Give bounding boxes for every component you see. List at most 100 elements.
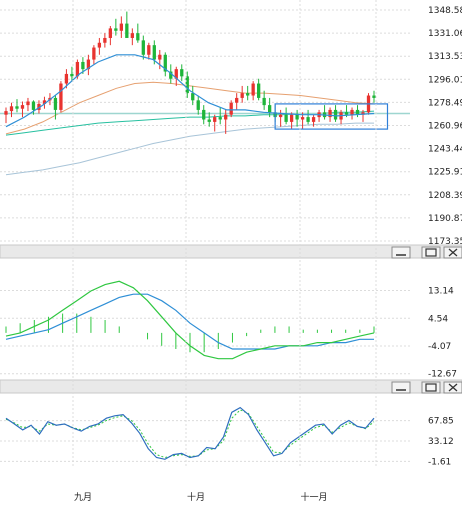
- kd-k-line: [5, 406, 375, 460]
- candle-body: [26, 101, 30, 106]
- candle-body: [141, 40, 145, 55]
- kd-y-tick-label: 33.12: [428, 437, 454, 447]
- candle-body: [344, 112, 349, 115]
- candle-body: [136, 33, 140, 41]
- price-y-tick-label: 1260.96: [428, 122, 462, 132]
- candle-body: [218, 117, 222, 120]
- candle-body: [372, 95, 376, 98]
- candle-body: [158, 54, 162, 60]
- candle-body: [125, 23, 129, 38]
- candle-body: [361, 112, 365, 115]
- consolidation-box: [274, 103, 389, 130]
- candle-body: [251, 83, 255, 96]
- kd-panel-controls: [391, 381, 462, 394]
- candle-body: [174, 69, 178, 79]
- candle-body: [163, 54, 167, 72]
- macd-panel-controls: [391, 246, 462, 259]
- candle-body: [257, 83, 261, 98]
- price-y-tick-label: 1225.91: [428, 168, 462, 178]
- candle-body: [20, 105, 25, 109]
- candle-body: [180, 69, 184, 77]
- kd-panel-separator[interactable]: [0, 379, 462, 394]
- candle-body: [42, 100, 47, 104]
- maximize-icon: [425, 383, 437, 392]
- candle-body: [59, 83, 63, 110]
- candle-body: [246, 93, 250, 96]
- candle-body: [213, 117, 217, 122]
- candle-body: [9, 106, 14, 112]
- x-axis-tick-label: 十月: [187, 491, 205, 503]
- macd-maximize-button[interactable]: [421, 246, 441, 259]
- kd-d-line: [5, 409, 375, 459]
- macd-y-tick-label: -4.07: [428, 342, 451, 352]
- candle-body: [130, 33, 134, 38]
- candle-body: [278, 114, 283, 118]
- candle-body: [333, 109, 338, 120]
- kd-panel: 67.85 33.12 -1.61: [0, 406, 454, 467]
- candle-body: [235, 97, 239, 103]
- candle-body: [4, 111, 8, 115]
- price-y-tick-label: 1331.06: [428, 29, 462, 39]
- axis-labels: 九月 十月 十一月: [72, 0, 377, 503]
- moving-average-line: [5, 54, 375, 128]
- macd-dea-line: [5, 293, 374, 350]
- candle-body: [53, 97, 58, 110]
- price-y-tick-label: 1313.53: [428, 52, 462, 62]
- candle-body: [86, 59, 91, 70]
- candle-body: [202, 109, 206, 120]
- price-y-tick-label: 1278.49: [428, 98, 462, 108]
- price-y-tick-label: 1243.44: [428, 145, 462, 155]
- candle-body: [15, 106, 19, 109]
- kd-maximize-button[interactable]: [421, 381, 441, 394]
- price-y-tick-label: 1173.35: [428, 237, 462, 247]
- macd-panel-separator[interactable]: [0, 244, 462, 259]
- candle-body: [306, 117, 310, 122]
- candle-body: [207, 119, 211, 122]
- x-axis-tick-label: 十一月: [300, 491, 327, 503]
- candle-body: [289, 114, 294, 122]
- candle-body: [92, 47, 96, 60]
- candle-body: [97, 42, 102, 48]
- candle-body: [31, 101, 36, 110]
- candle-body: [103, 37, 107, 43]
- candle-body: [295, 114, 299, 120]
- macd-dif-line: [5, 280, 375, 360]
- macd-panel: 13.14 4.54 -4.07 -12.67: [0, 280, 457, 380]
- candle-body: [70, 73, 74, 77]
- price-y-tick-label: 1190.87: [428, 214, 462, 224]
- x-axis-tick-label: 九月: [74, 492, 92, 503]
- candle-body: [169, 71, 173, 79]
- candle-body: [284, 114, 288, 122]
- candle-body: [311, 117, 316, 122]
- kd-y-tick-label: -1.61: [428, 457, 451, 467]
- moving-average-line: [5, 81, 375, 135]
- candle-body: [185, 76, 189, 94]
- candle-body: [262, 97, 266, 106]
- candle-body: [81, 61, 85, 70]
- price-y-tick-label: 1348.58: [428, 6, 462, 16]
- candle-body: [147, 45, 151, 55]
- kd-minimize-button[interactable]: [391, 381, 411, 394]
- candle-body: [119, 23, 123, 31]
- candle-body: [267, 105, 272, 113]
- macd-y-tick-label: -12.67: [428, 370, 457, 380]
- candle-body: [196, 100, 200, 110]
- price-panel: 1348.58 1331.06 1313.53 1296.01 1278.49 1260.…: [0, 6, 462, 247]
- candle-body: [328, 109, 332, 118]
- close-icon: [448, 383, 458, 392]
- candle-body: [355, 109, 360, 115]
- price-y-tick-label: 1208.39: [428, 191, 462, 201]
- moving-average-line: [5, 122, 374, 176]
- close-icon: [448, 248, 458, 257]
- kd-y-tick-label: 67.85: [428, 417, 454, 427]
- macd-minimize-button[interactable]: [391, 246, 411, 259]
- candle-body: [114, 28, 118, 31]
- macd-y-tick-label: 4.54: [428, 314, 448, 324]
- candle-body: [75, 61, 80, 77]
- candle-body: [229, 102, 233, 115]
- maximize-icon: [425, 248, 437, 257]
- candle-body: [191, 93, 195, 101]
- candle-body: [240, 93, 244, 98]
